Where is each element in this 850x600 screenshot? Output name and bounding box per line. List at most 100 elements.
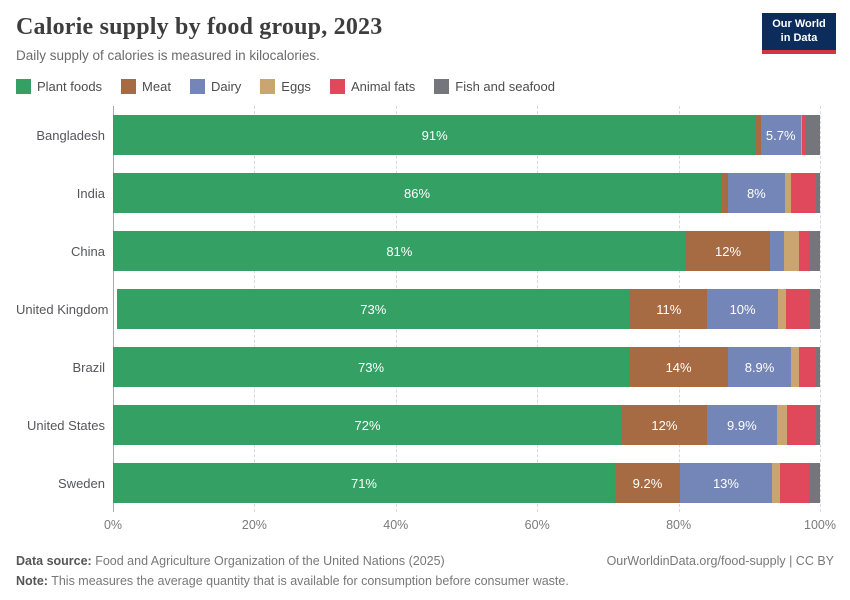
bar-track: 73% 14% 8.9% [113, 347, 820, 387]
legend-swatch-icon [434, 79, 450, 94]
legend-swatch-icon [16, 79, 31, 94]
bar-segment-dairy[interactable]: 10% [707, 289, 778, 329]
bar-value-label: 14% [665, 359, 692, 375]
bar-track: 86% 8% [113, 173, 820, 213]
legend-label: Dairy [210, 79, 242, 94]
axis-tick-label: 20% [241, 518, 267, 532]
stacked-bar-chart: Bangladesh 91% 5.7% India 86% 8% China 81% 12% Un… [16, 106, 836, 534]
bar-segment-meat[interactable]: 14% [629, 347, 729, 387]
bar-segment-meat[interactable] [721, 173, 729, 213]
bar-segment-meat[interactable]: 12% [685, 231, 771, 271]
chart-footer: Data source: Food and Agriculture Organi… [16, 554, 834, 588]
bar-segment-dairy[interactable] [770, 231, 784, 271]
table-row: Brazil 73% 14% 8.9% [16, 338, 820, 396]
bar-value-label: 81% [386, 243, 413, 259]
legend-label: Fish and seafood [455, 79, 555, 94]
legend-item-animal-fats: Animal fats [329, 79, 416, 94]
bar-segment-fish-and-seafood[interactable] [809, 463, 820, 503]
legend-item-plant-foods: Plant foods [16, 79, 102, 94]
bar-segment-fish-and-seafood[interactable] [808, 231, 820, 271]
bar-track: 81% 12% [113, 231, 820, 271]
owid-logo-line2: in Data [780, 31, 818, 44]
bar-segment-animal-fats[interactable] [786, 405, 816, 445]
bar-segment-fish-and-seafood[interactable] [805, 115, 820, 155]
country-label-brazil: Brazil [72, 359, 105, 375]
bar-value-label: 12% [651, 417, 678, 433]
bar-segment-plant-foods[interactable]: 71% [113, 463, 615, 503]
bar-value-label: 8% [746, 185, 766, 201]
bar-segment-meat[interactable]: 11% [630, 289, 708, 329]
bar-segment-eggs[interactable] [783, 231, 800, 271]
bar-segment-eggs[interactable] [771, 463, 780, 503]
bar-segment-fish-and-seafood[interactable] [815, 347, 820, 387]
legend-label: Plant foods [37, 79, 103, 94]
bar-segment-dairy[interactable]: 13% [680, 463, 772, 503]
bar-segment-dairy[interactable]: 5.7% [760, 115, 801, 155]
bar-segment-animal-fats[interactable] [786, 289, 811, 329]
bar-segment-meat[interactable] [756, 115, 761, 155]
bar-value-label: 86% [403, 185, 431, 201]
bar-segment-dairy[interactable]: 8.9% [728, 347, 791, 387]
bar-segment-plant-foods[interactable]: 91% [113, 115, 757, 155]
country-label-india: India [76, 185, 105, 201]
note-text: This measures the average quantity that … [47, 574, 569, 588]
bar-segment-eggs[interactable] [791, 347, 800, 387]
bar-segment-fish-and-seafood[interactable] [816, 173, 820, 213]
chart-header: Calorie supply by food group, 2023 Daily… [0, 0, 850, 63]
bar-segment-dairy[interactable]: 9.9% [706, 405, 777, 445]
bar-segment-eggs[interactable] [777, 289, 787, 329]
legend-label: Eggs [281, 79, 311, 94]
bar-segment-animal-fats[interactable] [799, 347, 816, 387]
bar-segment-plant-foods[interactable]: 72% [113, 405, 623, 445]
table-row: United States 72% 12% 9.9% [16, 396, 820, 454]
legend-label: Meat [142, 79, 171, 94]
bar-segment-animal-fats[interactable] [779, 463, 810, 503]
legend-swatch-icon [329, 79, 345, 94]
note-label: Note: [16, 574, 48, 588]
note: Note: This measures the average quantity… [16, 574, 834, 588]
bar-segment-dairy[interactable]: 8% [728, 173, 785, 213]
bar-segment-plant-foods[interactable]: 73% [116, 289, 631, 329]
bar-value-label: 8.9% [744, 359, 775, 375]
bar-track: 71% 9.2% 13% [113, 463, 820, 503]
bar-value-label: 73% [360, 301, 387, 317]
bar-segment-fish-and-seafood[interactable] [815, 405, 820, 445]
bar-segment-plant-foods[interactable]: 73% [113, 347, 630, 387]
legend-item-dairy: Dairy [189, 79, 242, 94]
bar-value-label: 11% [656, 301, 682, 317]
bar-segment-eggs[interactable] [784, 173, 791, 213]
bar-segment-fish-and-seafood[interactable] [810, 289, 820, 329]
axis-tick-label: 40% [383, 518, 409, 532]
bar-segment-animal-fats[interactable] [790, 173, 817, 213]
legend-item-meat: Meat [121, 79, 171, 94]
data-source: Data source: Food and Agriculture Organi… [16, 554, 445, 568]
chart-subtitle: Daily supply of calories is measured in … [16, 48, 320, 63]
bar-value-label: 72% [354, 417, 381, 433]
legend-swatch-icon [121, 79, 137, 94]
country-label-united-kingdom: United Kingdom [16, 301, 109, 317]
data-source-text: Food and Agriculture Organization of the… [91, 554, 445, 568]
bar-segment-plant-foods[interactable]: 81% [113, 231, 686, 271]
bar-track: 73% 11% 10% [116, 289, 821, 329]
bar-value-label: 9.9% [727, 417, 757, 433]
bar-value-label: 73% [358, 359, 385, 375]
legend-swatch-icon [189, 79, 205, 94]
bar-segment-plant-foods[interactable]: 86% [113, 173, 722, 213]
axis-tick-label: 80% [666, 518, 692, 532]
owid-link[interactable]: OurWorldinData.org/food-supply | CC BY [606, 554, 834, 568]
bar-value-label: 13% [712, 475, 739, 491]
bar-value-label: 5.7% [765, 127, 796, 143]
country-label-sweden: Sweden [58, 475, 105, 491]
axis-tick-label: 100% [804, 518, 836, 532]
legend-label: Animal fats [350, 79, 416, 94]
bar-segment-meat[interactable]: 9.2% [614, 463, 680, 503]
owid-logo: Our World in Data [762, 13, 836, 54]
bar-segment-animal-fats[interactable] [802, 115, 806, 155]
chart-rows: Bangladesh 91% 5.7% India 86% 8% China 81% 12% Un… [16, 106, 820, 512]
bar-value-label: 10% [729, 301, 756, 317]
bar-segment-animal-fats[interactable] [799, 231, 809, 271]
bar-segment-eggs[interactable] [776, 405, 787, 445]
bar-segment-meat[interactable]: 12% [622, 405, 707, 445]
bar-value-label: 12% [715, 243, 742, 259]
bar-segment-eggs[interactable] [800, 115, 803, 155]
